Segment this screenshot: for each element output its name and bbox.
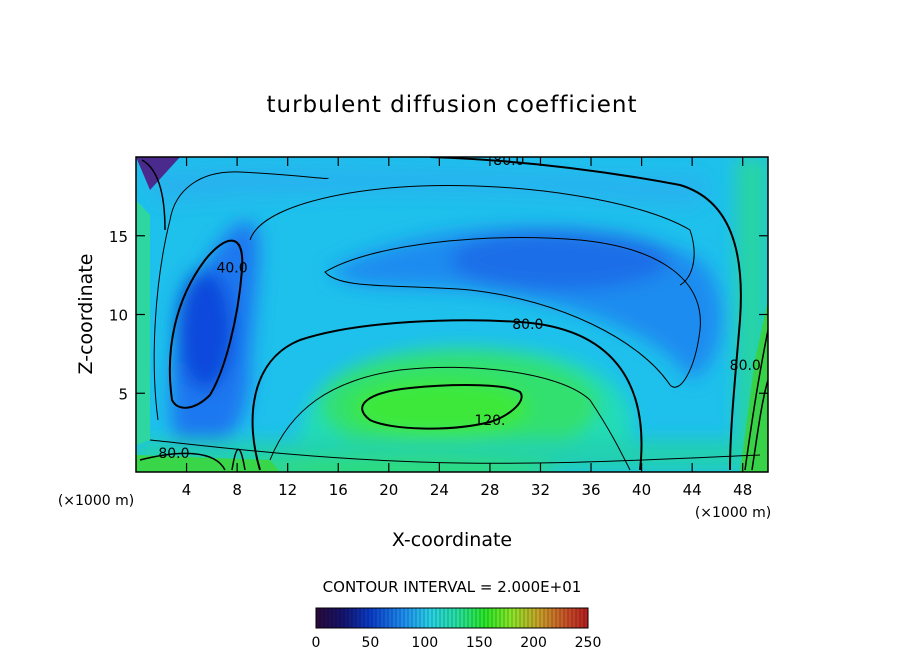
- contour-right-edge-2: [751, 379, 768, 471]
- x-unit-right: (×1000 m): [695, 505, 771, 521]
- contour-bottom-left: [139, 452, 226, 471]
- contour-interval-text: CONTOUR INTERVAL = 2.000E+01: [323, 578, 582, 596]
- contour-thin-upper: [249, 184, 695, 286]
- contour-thin-lower: [269, 366, 631, 471]
- contour-thin-bottom: [149, 439, 761, 464]
- y-tick-label: 15: [109, 228, 128, 246]
- contour-labels: 80.0 40.0 80.0 120. 80.0 80.0: [158, 153, 761, 462]
- colorbar-tick-label: 150: [466, 635, 493, 651]
- x-tick-label: 36: [581, 481, 600, 499]
- colorbar-tick-label: 50: [361, 635, 379, 651]
- contour-right-edge: [744, 329, 768, 471]
- x-tick-label: 44: [683, 481, 702, 499]
- y-tick-label: 5: [118, 385, 128, 403]
- contour-80-top: [429, 157, 742, 471]
- x-tick-label: 48: [733, 481, 752, 499]
- left-edge-green: [136, 200, 150, 445]
- y-axis-title: Z-coordinate: [75, 254, 97, 375]
- colorbar-labels: 0 50 100 150 200 250: [312, 635, 602, 651]
- y-tick-label: 10: [109, 307, 128, 325]
- contour-120: [361, 384, 523, 430]
- contour-label: 40.0: [216, 260, 247, 276]
- right-edge-green: [740, 300, 768, 472]
- x-tick-label: 24: [430, 481, 449, 499]
- colorbar-tick-label: 200: [520, 635, 547, 651]
- contour-80-main: [251, 319, 643, 471]
- x-axis-title: X-coordinate: [392, 529, 512, 551]
- contour-label: 80.0: [512, 317, 543, 333]
- top-left-corner-shade: [136, 157, 180, 190]
- contour-label: 80.0: [493, 153, 524, 169]
- contour-lines: [139, 157, 768, 471]
- contour-left-edge: [141, 159, 166, 231]
- contour-label: 80.0: [730, 358, 761, 374]
- colorbar-tick-label: 100: [411, 635, 438, 651]
- contour-thin-left: [153, 171, 329, 421]
- contour-label: 80.0: [158, 446, 189, 462]
- x-tick-label: 40: [632, 481, 651, 499]
- contour-bottom-left-2: [231, 448, 246, 471]
- contour-thin-outer: [324, 237, 701, 388]
- x-unit-left: (×1000 m): [58, 493, 134, 509]
- chart-title: turbulent diffusion coefficient: [266, 92, 637, 118]
- x-tick-label: 12: [278, 481, 297, 499]
- colorbar-stripes: [319, 608, 585, 628]
- colorbar-tick-label: 0: [312, 635, 321, 651]
- x-tick-label: 32: [531, 481, 550, 499]
- x-tick-label: 20: [379, 481, 398, 499]
- y-axis: 5 10 15: [109, 228, 768, 403]
- contour-40: [168, 239, 244, 409]
- x-tick-label: 28: [480, 481, 499, 499]
- contour-label: 120.: [474, 413, 505, 429]
- colorbar-tick-label: 250: [575, 635, 602, 651]
- x-axis: 4 8 12 16 20 24 28 32 36 40 44 48: [182, 157, 752, 499]
- x-tick-label: 16: [329, 481, 348, 499]
- plot-area: 80.0 40.0 80.0 120. 80.0 80.0: [136, 153, 768, 472]
- x-tick-label: 4: [182, 481, 192, 499]
- x-tick-label: 8: [232, 481, 242, 499]
